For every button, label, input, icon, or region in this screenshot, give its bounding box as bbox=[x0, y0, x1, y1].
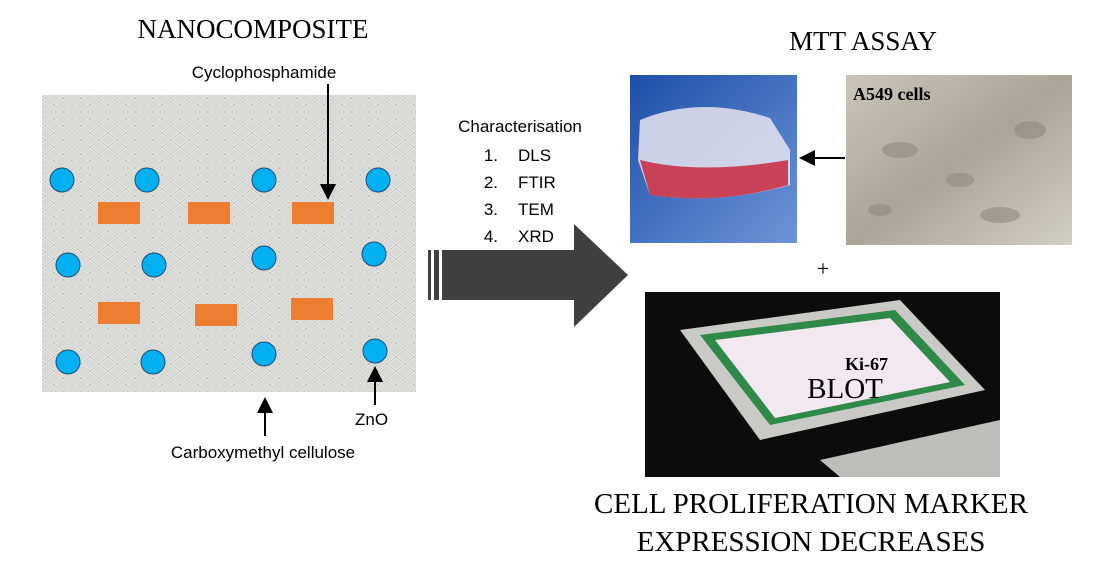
conclusion-line: CELL PROLIFERATION MARKER bbox=[594, 488, 1029, 520]
list-item: FTIR bbox=[518, 173, 556, 192]
list-number: 3. bbox=[484, 200, 498, 219]
marker-label: Ki-67 bbox=[845, 354, 888, 374]
list-item: XRD bbox=[518, 227, 554, 246]
plus: + bbox=[817, 256, 829, 281]
mtt-title: MTT ASSAY bbox=[789, 26, 937, 56]
conclusion-line: EXPRESSION DECREASES bbox=[637, 526, 986, 558]
nanocomposite-title: NANOCOMPOSITE bbox=[137, 14, 368, 44]
drug-blocks bbox=[98, 202, 334, 326]
list-number: 1. bbox=[484, 146, 498, 165]
drug-label: Cyclophosphamide bbox=[192, 63, 337, 82]
zno-label: ZnO bbox=[355, 410, 388, 429]
blot-label: BLOT bbox=[807, 373, 883, 405]
cells-label: A549 cells bbox=[853, 84, 930, 104]
characterisation-title: Characterisation bbox=[458, 117, 582, 136]
polymer-label: Carboxymethyl cellulose bbox=[171, 443, 355, 462]
zno-particles bbox=[49, 167, 391, 375]
cells-image bbox=[846, 75, 1072, 245]
list-number: 4. bbox=[484, 227, 498, 246]
mesh-image bbox=[42, 95, 416, 392]
blot-image bbox=[645, 292, 1000, 477]
flask-image bbox=[630, 75, 797, 243]
list-item: DLS bbox=[518, 146, 551, 165]
big-arrow bbox=[428, 224, 628, 327]
list-number: 2. bbox=[484, 173, 498, 192]
list-item: TEM bbox=[518, 200, 554, 219]
